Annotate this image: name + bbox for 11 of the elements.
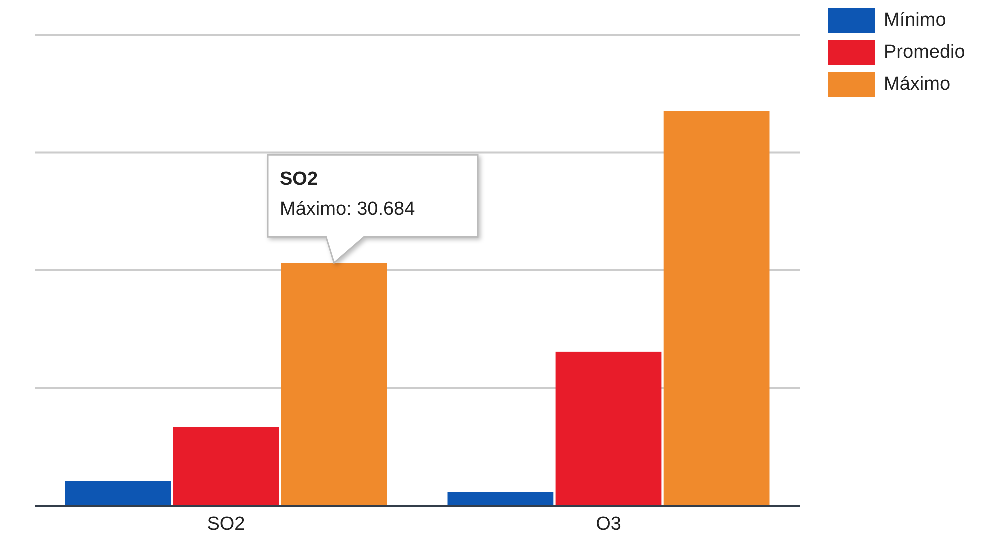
bar [556, 352, 662, 506]
x-tick-label: O3 [596, 514, 622, 535]
legend-label: Mínimo [884, 10, 946, 32]
bar [664, 111, 770, 506]
bar [65, 481, 172, 506]
legend-label: Máximo [884, 74, 951, 96]
annotation: SO2 Máximo: 30.684 [280, 169, 416, 220]
bar [448, 492, 554, 506]
x-tick-label: SO2 [207, 514, 246, 535]
legend-label: Promedio [884, 42, 966, 64]
bar [173, 427, 280, 506]
